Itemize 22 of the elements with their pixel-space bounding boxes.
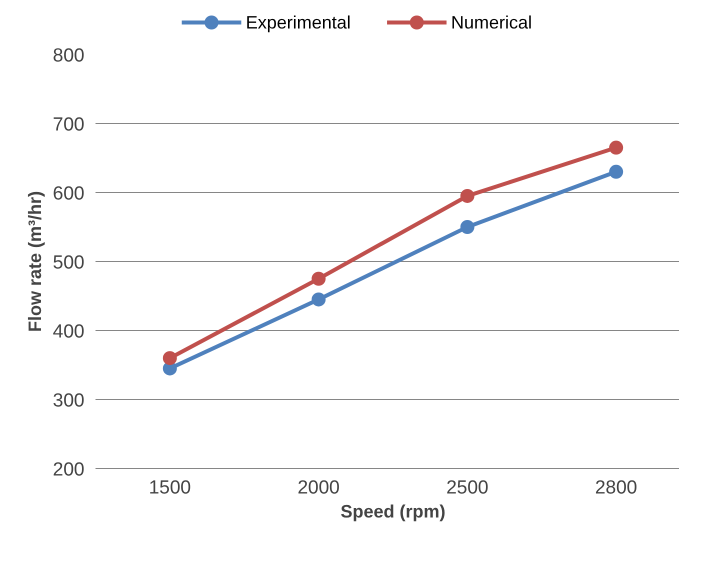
y-tick-label: 700 (52, 114, 84, 136)
y-tick-label: 200 (52, 460, 84, 480)
point (312, 292, 326, 306)
point (312, 272, 326, 286)
y-tick-label: 600 (52, 184, 84, 204)
legend-label: Numerical (451, 12, 532, 32)
point (609, 140, 624, 155)
y-tick-label: 300 (52, 390, 84, 412)
point (162, 351, 177, 366)
point (609, 164, 624, 179)
y-tick-label: 800 (52, 46, 84, 66)
x-axis-title: Speed (rpm) (340, 502, 446, 522)
x-tick-label: 2800 (594, 478, 638, 498)
x-tick-label: 2000 (297, 478, 340, 498)
point (460, 188, 474, 203)
y-tick-label: 500 (52, 252, 84, 274)
x-tick-label: 1500 (148, 478, 192, 498)
legend-label: Experimental (246, 12, 351, 32)
y-axis-title: Flow rate (m³/hr) (24, 190, 45, 332)
x-tick-label: 2500 (446, 478, 489, 498)
y-tick-label: 400 (52, 322, 84, 342)
point (460, 220, 474, 234)
